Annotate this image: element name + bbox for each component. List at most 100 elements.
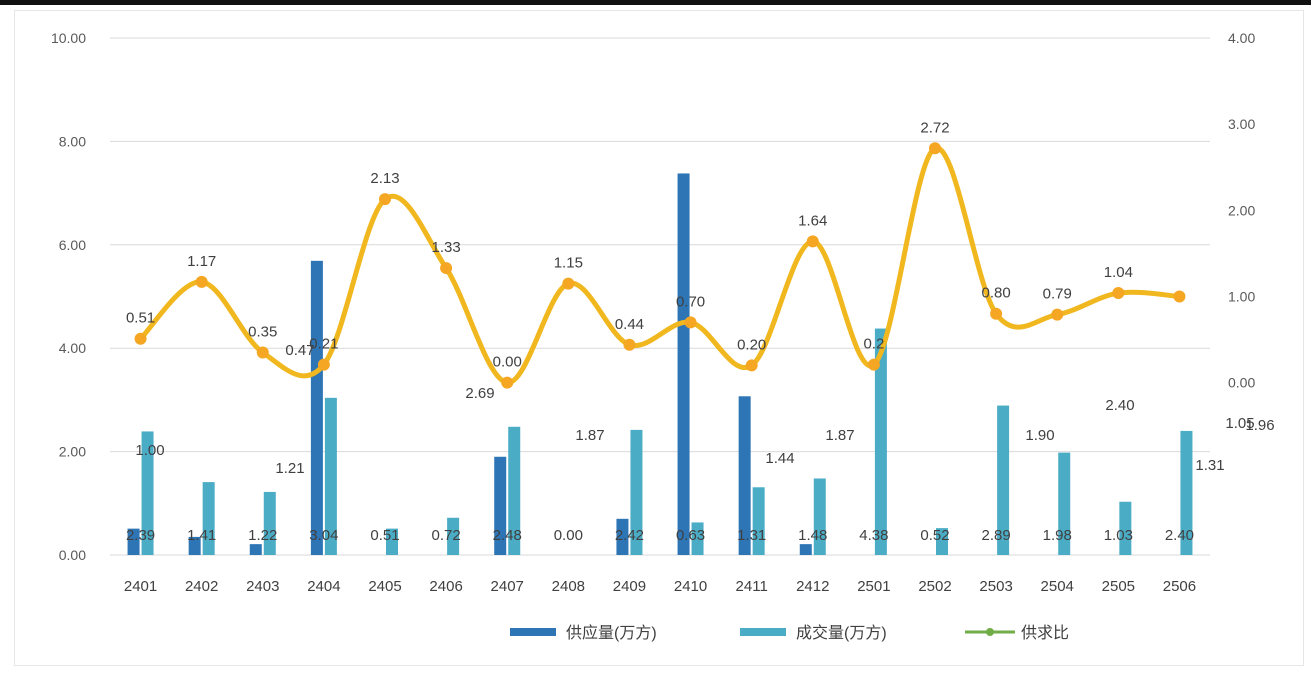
x-axis-tick: 2406: [429, 578, 462, 595]
left-axis-tick: 4.00: [59, 340, 86, 356]
left-axis-tick: 6.00: [59, 237, 86, 253]
deal-data-label: 1.41: [187, 527, 216, 544]
ratio-data-label: 0.44: [615, 316, 644, 333]
x-axis-tick: 2502: [918, 578, 951, 595]
right-axis-tick: 0.00: [1228, 375, 1255, 391]
deal-data-label: 1.98: [1043, 527, 1072, 544]
ratio-data-label: 0.79: [1043, 286, 1072, 303]
legend-label: 供应量(万方): [566, 623, 657, 642]
bar-deal: [1119, 501, 1132, 555]
bar-deal: [752, 487, 765, 555]
ratio-data-label: 0.70: [676, 293, 705, 310]
bar-deal: [1180, 430, 1193, 555]
deal-data-label: 0.51: [370, 527, 399, 544]
bar-deal: [874, 328, 887, 555]
deal-data-label: 0.52: [920, 527, 949, 544]
legend: 供应量(万方) 成交量(万方) 供求比: [510, 623, 1069, 642]
bar-deal: [202, 482, 215, 555]
bar-supply: [310, 260, 323, 555]
extra-data-label: 2.69: [465, 385, 494, 402]
bar-supply: [494, 456, 507, 555]
ratio-data-label: 0.35: [248, 324, 277, 341]
gridlines: [110, 37, 1210, 556]
ratio-point: [562, 277, 575, 290]
deal-data-label: 0.00: [554, 527, 583, 544]
bar-deal: [447, 517, 460, 555]
deal-data-label: 2.40: [1165, 527, 1194, 544]
left-axis-tick: 0.00: [59, 547, 86, 563]
ratio-data-label: 0.51: [126, 310, 155, 327]
ratio-data-label: 0.80: [982, 285, 1011, 302]
bar-deal: [386, 528, 398, 555]
deal-data-label: 2.89: [982, 527, 1011, 544]
bar-deal: [997, 405, 1010, 555]
x-axis-tick: 2408: [552, 578, 585, 595]
top-rule: [0, 0, 1311, 5]
x-axis-tick: 2409: [613, 578, 646, 595]
x-axis-tick: 2503: [979, 578, 1012, 595]
bar-deal: [813, 478, 826, 555]
bars: [127, 173, 1193, 556]
bar-deal: [263, 491, 276, 555]
ratio-point: [623, 338, 636, 351]
bar-deal: [324, 397, 337, 555]
x-axis-tick: 2402: [185, 578, 218, 595]
bar-supply: [249, 544, 262, 555]
extra-data-label: 2.40: [1105, 397, 1134, 414]
ratio-point: [195, 275, 208, 288]
ratio-point: [134, 332, 147, 345]
ratio-point: [501, 376, 514, 389]
ratio-point: [1112, 287, 1125, 300]
extra-data-label: 1.31: [1195, 457, 1224, 474]
ratio-point: [379, 193, 391, 206]
extra-data-label: 1.05: [1225, 415, 1254, 432]
ratio-data-label: 2.72: [920, 119, 949, 136]
x-axis-tick: 2411: [736, 578, 768, 595]
ratio-point: [990, 307, 1003, 320]
right-axis-tick: 4.00: [1228, 30, 1255, 46]
ratio-point: [806, 235, 819, 248]
ratio-point: [440, 262, 453, 275]
extra-data-label: 1.21: [275, 460, 304, 477]
deal-data-label: 2.42: [615, 527, 644, 544]
deal-data-label: 1.48: [798, 527, 827, 544]
left-axis-tick: 8.00: [59, 133, 86, 149]
bar-supply: [127, 528, 140, 555]
deal-data-label: 2.48: [493, 527, 522, 544]
bar-deal: [1058, 452, 1071, 555]
bar-supply: [738, 396, 751, 555]
x-axis-tick: 2401: [124, 578, 157, 595]
deal-data-label: 1.31: [737, 527, 766, 544]
data-labels: 2.39 1.41 1.22 3.04 0.51 0.72 2.48 0.00 2.42 0.63…: [126, 119, 1275, 544]
deal-data-label: 0.63: [676, 527, 705, 544]
ratio-point: [256, 346, 269, 359]
extra-data-label: 0.47: [285, 342, 314, 359]
bar-supply: [188, 536, 201, 555]
bar-deal: [141, 431, 154, 555]
legend-line-marker: [986, 628, 994, 636]
extra-data-label: 1.90: [1025, 427, 1054, 444]
ratio-data-label: 0.2: [863, 336, 884, 353]
bar-deal: [691, 522, 704, 555]
extra-data-label: 1.87: [825, 427, 854, 444]
ratio-data-label: 2.13: [370, 170, 399, 187]
x-axis-tick: 2504: [1041, 578, 1074, 595]
extra-data-label: 1.44: [765, 450, 794, 467]
bar-deal: [630, 429, 643, 555]
ratio-point: [1173, 290, 1186, 303]
extra-data-label: 1.00: [135, 442, 164, 459]
ratio-data-label: 0.21: [309, 336, 338, 353]
ratio-data-label: 1.15: [554, 255, 583, 272]
x-axis-tick: 2404: [307, 578, 340, 595]
left-axis-tick: 10.00: [51, 30, 86, 46]
ratio-line: [134, 142, 1186, 389]
ratio-point: [684, 316, 697, 329]
ratio-point: [745, 359, 758, 372]
deal-data-label: 1.22: [248, 527, 277, 544]
left-axis-tick: 2.00: [59, 444, 86, 460]
x-axis-tick: 2410: [674, 578, 707, 595]
bar-deal: [508, 426, 521, 555]
legend-bar-swatch: [740, 628, 786, 636]
ratio-data-label: 0.20: [737, 336, 766, 353]
